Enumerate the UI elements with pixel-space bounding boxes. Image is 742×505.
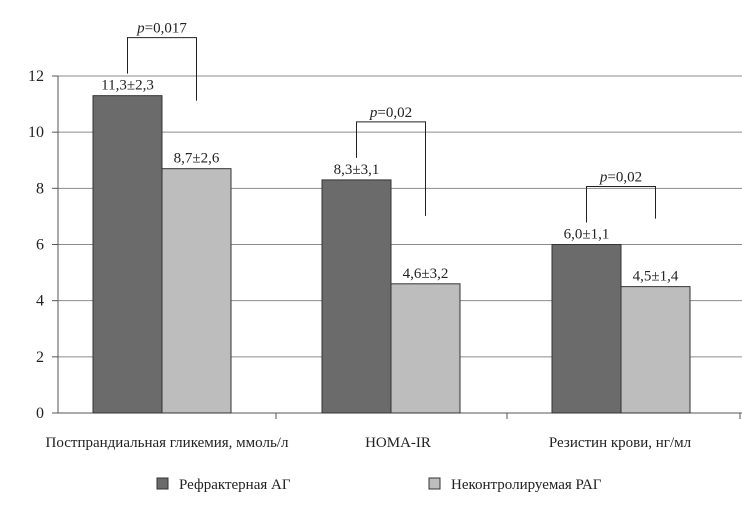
p-value-label: p=0,02: [369, 105, 412, 121]
y-tick-label: 6: [36, 237, 44, 254]
bar-uncontrolled-2: [620, 286, 691, 414]
bar-value-labels: 11,3±2,3 8,3±3,1 6,0±1,1 8,7±2,6 4,6±3,2 4,5±…: [101, 78, 679, 285]
bar-value-label: 8,7±2,6: [174, 151, 220, 167]
y-tick-label: 12: [28, 68, 44, 85]
p-value-label: p=0,02: [599, 170, 642, 186]
legend-label: Неконтролируемая РАГ: [451, 477, 602, 493]
category-label: Постпрандиальная гликемия, ммоль/л: [46, 435, 289, 451]
bar-value-label: 8,3±3,1: [334, 162, 380, 178]
bars: [92, 95, 691, 414]
bar-value-label: 4,6±3,2: [403, 266, 449, 282]
significance-bracket: [356, 121, 426, 216]
y-tick-label: 2: [36, 349, 44, 366]
y-tick-labels: 0 2 4 6 8 10 12: [28, 68, 44, 422]
category-label: Резистин крови, нг/мл: [549, 435, 692, 451]
bar-value-label: 6,0±1,1: [564, 227, 610, 243]
bar-value-label: 4,5±1,4: [633, 269, 679, 285]
legend-swatch: [156, 477, 169, 490]
y-tick-label: 0: [36, 405, 44, 422]
y-tick-label: 10: [28, 124, 44, 141]
bar-refractory-2: [551, 244, 622, 414]
y-tick-label: 8: [36, 180, 44, 197]
significance-brackets: p=0,017 p=0,02 p=0,02: [127, 21, 656, 223]
significance-bracket: [586, 186, 656, 223]
p-value-label: p=0,017: [136, 21, 187, 37]
significance-bracket: [127, 37, 197, 101]
legend: Рефрактерная АГ Неконтролируемая РАГ: [156, 477, 602, 493]
bar-refractory-0: [92, 95, 163, 414]
legend-label: Рефрактерная АГ: [179, 477, 291, 493]
y-tick-label: 4: [36, 293, 44, 310]
legend-swatch: [428, 477, 441, 490]
category-label: HOMA-IR: [365, 435, 431, 451]
bar-refractory-1: [321, 179, 392, 414]
bar-value-label: 11,3±2,3: [101, 78, 154, 94]
bar-uncontrolled-1: [390, 283, 461, 414]
category-labels: Постпрандиальная гликемия, ммоль/л HOMA-I…: [46, 435, 692, 451]
bar-uncontrolled-0: [161, 168, 232, 414]
